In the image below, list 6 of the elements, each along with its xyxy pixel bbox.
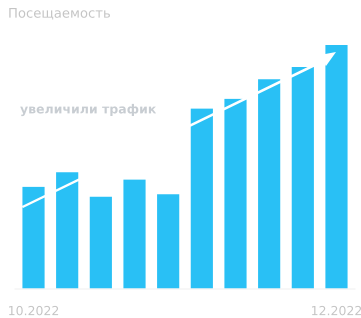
bar — [122, 178, 147, 289]
x-tick-label: 10.2022 — [9, 306, 58, 316]
x-tick-label: 12.2022 — [312, 306, 361, 316]
bar — [88, 195, 114, 289]
bar — [156, 192, 181, 289]
chart-title: Посещаемость — [9, 8, 110, 20]
